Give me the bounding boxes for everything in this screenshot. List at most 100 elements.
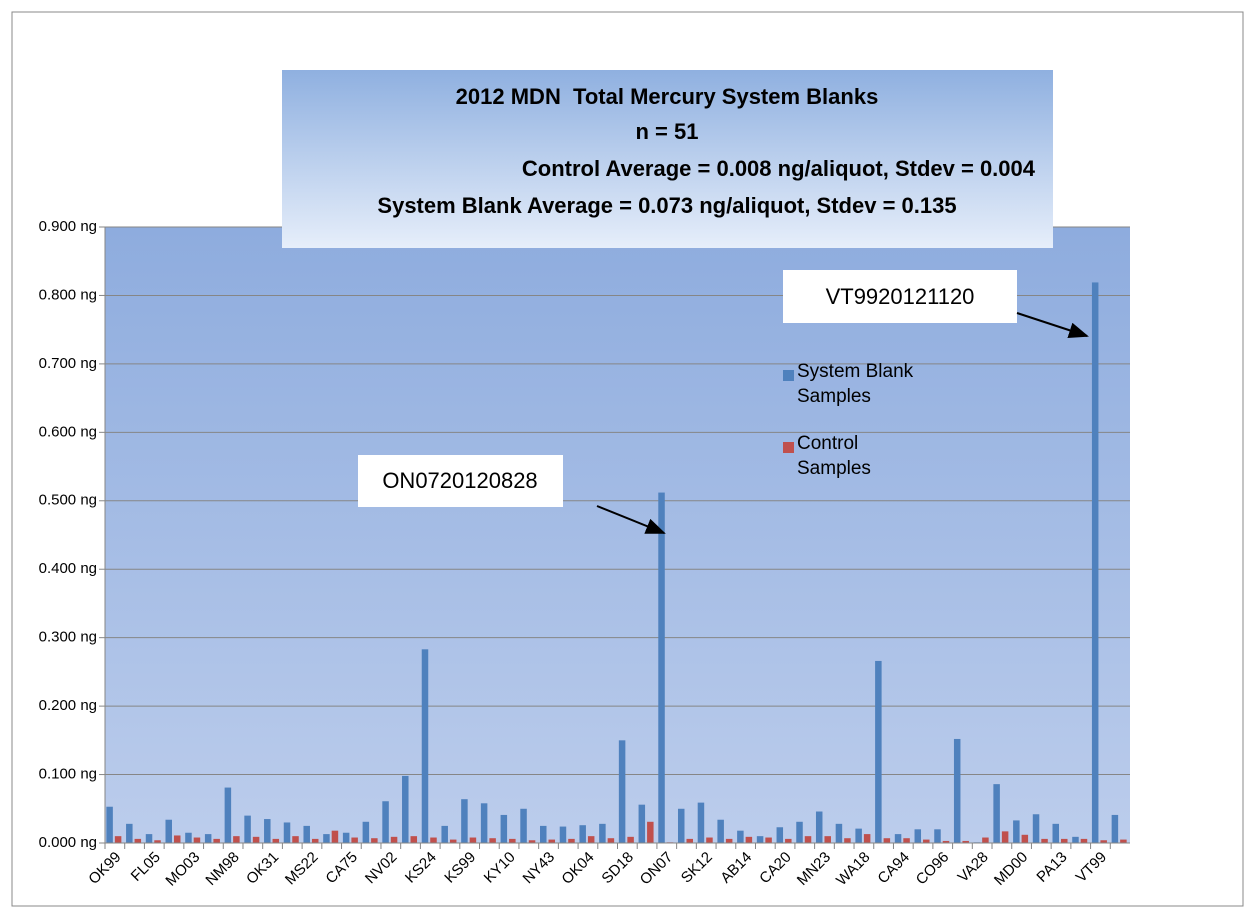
- bar: [165, 819, 172, 843]
- bar: [323, 834, 330, 843]
- bar: [311, 838, 319, 843]
- bar: [509, 838, 516, 843]
- bar: [883, 838, 891, 843]
- bar: [903, 838, 910, 843]
- bar: [1001, 831, 1009, 843]
- bar: [342, 832, 350, 843]
- bar: [627, 836, 634, 843]
- bar: [173, 835, 181, 843]
- annotation: VT9920121120: [826, 284, 975, 309]
- bar: [233, 836, 240, 843]
- bar: [489, 838, 496, 843]
- bar: [607, 838, 615, 843]
- bar: [449, 839, 457, 843]
- bar: [402, 775, 409, 843]
- bar: [1032, 814, 1040, 843]
- y-tick-label: 0.600 ng: [39, 423, 97, 440]
- bar: [725, 838, 733, 843]
- bar: [855, 828, 862, 843]
- legend-label: Control Samples: [797, 433, 871, 479]
- legend-entry: System Blank Samples: [797, 361, 914, 407]
- bar: [469, 837, 477, 843]
- legend-label: System Blank Samples: [797, 361, 914, 407]
- bar: [114, 836, 122, 843]
- y-tick-label: 0.300 ng: [39, 629, 97, 646]
- annotation-arrow: [1016, 312, 1089, 338]
- stats-note: Control Average = 0.008 ng/aliquot, Stde…: [522, 156, 1036, 181]
- bar: [737, 830, 744, 843]
- bar: [480, 803, 488, 843]
- bar: [579, 825, 586, 843]
- bar: [863, 834, 871, 843]
- y-tick-label: 0.500 ng: [39, 492, 97, 509]
- bar: [835, 823, 843, 843]
- bar: [1091, 282, 1099, 843]
- chart-subtitle: n = 51: [636, 119, 699, 144]
- bar: [993, 784, 1000, 843]
- bar: [1061, 838, 1068, 843]
- bar: [126, 823, 133, 843]
- bar: [1072, 836, 1079, 843]
- bar: [134, 838, 142, 843]
- bar: [934, 829, 941, 843]
- bar: [1080, 838, 1088, 843]
- bar: [213, 838, 220, 843]
- bar: [923, 839, 930, 843]
- bar: [421, 649, 429, 843]
- y-tick-label: 0.700 ng: [39, 355, 97, 372]
- bar: [362, 821, 370, 843]
- bar: [204, 834, 212, 843]
- bar: [244, 815, 251, 843]
- bar: [599, 823, 606, 843]
- bar: [618, 740, 626, 843]
- bar: [1120, 839, 1127, 843]
- bar: [914, 829, 922, 843]
- y-tick-label: 0.900 ng: [39, 218, 97, 235]
- bar: [303, 825, 310, 843]
- legend-swatch: [783, 370, 794, 381]
- bar: [1021, 834, 1029, 843]
- bar: [283, 822, 291, 843]
- y-tick-label: 0.200 ng: [39, 697, 97, 714]
- bar: [528, 840, 536, 843]
- bar: [587, 836, 595, 843]
- bar: [697, 802, 705, 843]
- bar: [382, 801, 389, 843]
- y-tick-label: 0.000 ng: [39, 834, 97, 851]
- annotation: ON0720120828: [382, 468, 537, 493]
- y-tick-label: 0.100 ng: [39, 766, 97, 783]
- bar: [844, 838, 851, 843]
- bar: [540, 825, 547, 843]
- bar: [686, 838, 693, 843]
- bar: [745, 836, 753, 843]
- bar: [371, 838, 378, 843]
- bar: [292, 836, 299, 843]
- y-tick-label: 0.400 ng: [39, 560, 97, 577]
- bar: [647, 821, 654, 843]
- bar: [804, 836, 812, 843]
- bar: [264, 819, 271, 843]
- bar: [706, 837, 713, 843]
- bar: [461, 799, 468, 843]
- bar: [796, 821, 803, 843]
- bar: [193, 837, 201, 843]
- annotation-box: [358, 455, 563, 507]
- bar: [351, 837, 358, 843]
- bar: [894, 834, 902, 843]
- bar: [962, 840, 969, 843]
- stats-note: System Blank Average = 0.073 ng/aliquot,…: [377, 193, 956, 218]
- bar: [390, 836, 398, 843]
- bar: [982, 837, 989, 843]
- annotation-box: [783, 270, 1017, 323]
- bar: [500, 814, 508, 843]
- bar: [410, 836, 418, 843]
- bar: [765, 837, 772, 843]
- bar: [331, 830, 339, 843]
- bar: [185, 832, 192, 843]
- bar: [106, 806, 113, 843]
- bar: [145, 834, 153, 843]
- bar: [1041, 838, 1048, 843]
- bar: [717, 819, 724, 843]
- bar: [520, 808, 527, 843]
- bar: [756, 836, 764, 843]
